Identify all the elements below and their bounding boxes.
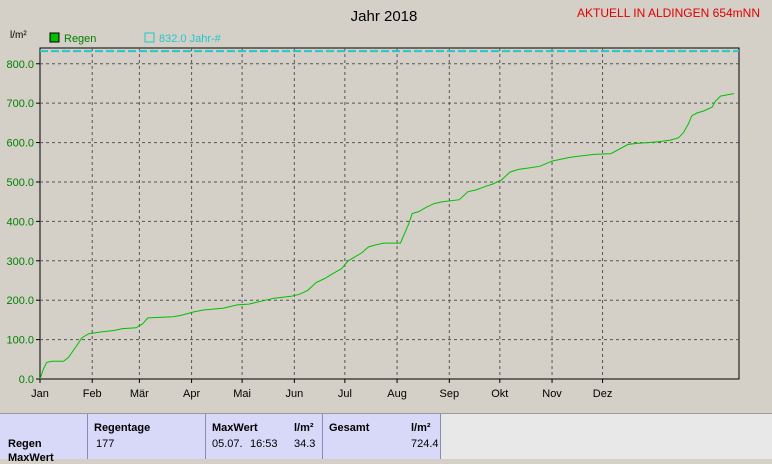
value-max: 34.3 — [294, 438, 316, 450]
x-tick-label: Dez — [593, 388, 613, 400]
unit-maxwert: l/m² — [294, 422, 314, 434]
y-tick-label: 400.0 — [6, 216, 34, 228]
y-tick-label: 0.0 — [19, 374, 34, 386]
header-gesamt: Gesamt — [329, 422, 370, 434]
legend-swatch-jahr — [144, 32, 155, 43]
value-max-date: 05.07. — [212, 438, 243, 450]
x-tick-label: Jul — [338, 388, 352, 400]
table-cell-gesamt: Gesamt l/m² 724.4 — [323, 414, 441, 459]
header-maxwert: MaxWert — [212, 422, 258, 434]
y-unit-label: l/m² — [10, 30, 27, 41]
value-max-time: 16:53 — [250, 438, 278, 450]
legend-label-regen: Regen — [64, 33, 96, 45]
table-cell-label: Regen MaxWert — [0, 414, 88, 464]
unit-gesamt: l/m² — [411, 422, 431, 434]
y-tick-label: 800.0 — [6, 59, 34, 71]
x-tick-label: Apr — [183, 388, 200, 400]
x-axis: Jan Feb Mär Apr Mai Jun Jul Aug Sep Okt Nov Dez — [31, 379, 612, 400]
x-tick-label: Okt — [491, 388, 508, 400]
y-tick-label: 200.0 — [6, 295, 34, 307]
x-tick-label: Nov — [542, 388, 562, 400]
y-tick-label: 300.0 — [6, 256, 34, 268]
y-tick-label: 700.0 — [6, 98, 34, 110]
y-tick-label: 100.0 — [6, 335, 34, 347]
x-tick-label: Jan — [31, 388, 49, 400]
grid — [40, 48, 739, 379]
value-regentage: 177 — [96, 438, 115, 450]
rain-chart: Jahr 2018 AKTUELL IN ALDINGEN 654mNN l/m… — [6, 6, 760, 400]
x-tick-label: Feb — [83, 388, 102, 400]
y-tick-label: 600.0 — [6, 138, 34, 150]
x-tick-label: Mai — [233, 388, 251, 400]
plot-area — [39, 47, 740, 380]
x-tick-label: Sep — [440, 388, 460, 400]
summary-table: Regen MaxWert Regentage 177 MaxWert l/m²… — [0, 413, 772, 464]
legend-swatch-regen — [49, 32, 60, 43]
legend-label-jahr: 832.0 Jahr-# — [159, 33, 222, 45]
y-tick-label: 500.0 — [6, 177, 34, 189]
y-axis: 0.0 100.0 200.0 300.0 400.0 500.0 600.0 700.0 80… — [6, 59, 40, 386]
table-cell-regentage: Regentage 177 — [88, 414, 206, 459]
row-label-regen: Regen — [8, 438, 42, 450]
value-gesamt: 724.4 — [411, 438, 439, 450]
table-cell-maxwert: MaxWert l/m² 05.07. 16:53 34.3 — [206, 414, 323, 459]
x-tick-label: Mär — [130, 388, 149, 400]
x-tick-label: Jun — [285, 388, 303, 400]
series-line-regen — [39, 93, 734, 380]
station-label: AKTUELL IN ALDINGEN 654mNN — [577, 6, 760, 20]
x-tick-label: Aug — [387, 388, 407, 400]
row-label-maxwert: MaxWert — [8, 452, 54, 464]
header-regentage: Regentage — [94, 422, 151, 434]
chart-title: Jahr 2018 — [351, 8, 418, 25]
